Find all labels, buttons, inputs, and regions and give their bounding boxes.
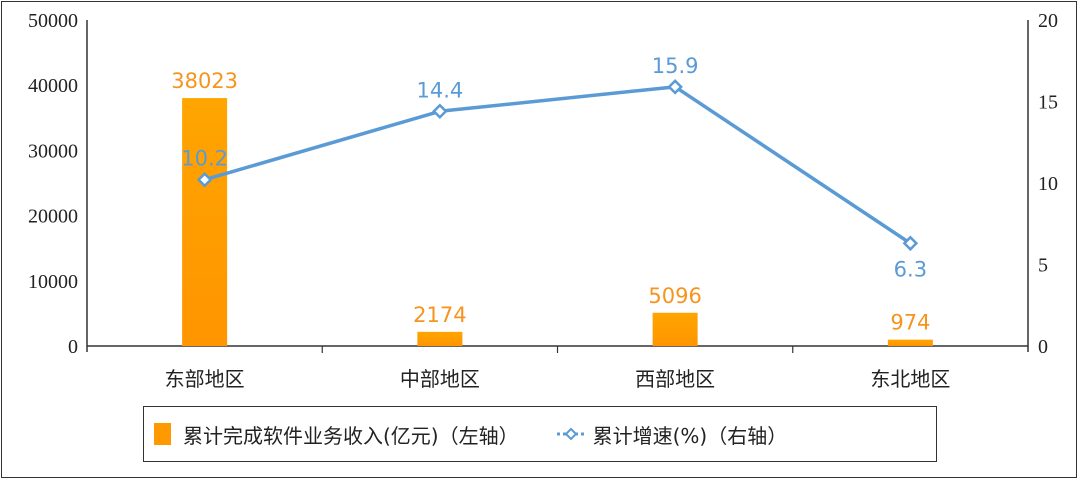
bar-1 (417, 331, 463, 346)
legend-label-revenue: 累计完成软件业务收入(亿元)（左轴） (183, 423, 519, 448)
bar-swatch-icon (154, 423, 171, 445)
right-axis-tick-label: 15 (1038, 92, 1058, 114)
line-value-label: 6.3 (894, 257, 927, 281)
right-axis-tick-label: 10 (1038, 173, 1058, 195)
left-axis-tick-label: 50000 (28, 10, 78, 32)
left-axis-tick-label: 30000 (28, 140, 78, 162)
left-axis-tick-label: 20000 (28, 206, 78, 228)
category-label: 东部地区 (165, 367, 245, 391)
diamond-marker-icon (196, 171, 213, 188)
growth-line (204, 85, 912, 245)
legend-label-growth: 累计增速(%)（右轴） (592, 423, 788, 448)
left-axis-tick-label: 0 (68, 336, 78, 358)
line-diamond-marker-icon (556, 427, 585, 441)
category-label: 东北地区 (870, 367, 950, 391)
bar-value-label: 2174 (413, 303, 466, 327)
category-label: 中部地区 (400, 367, 480, 391)
legend-item-growth: 累计增速(%)（右轴） (519, 420, 788, 449)
right-axis-tick-label: 20 (1038, 10, 1058, 32)
bar-3 (887, 339, 933, 346)
diamond-marker-icon (432, 103, 448, 120)
bar-2 (652, 312, 698, 346)
bar-value-label: 5096 (648, 284, 701, 308)
diamond-marker-icon (667, 79, 683, 95)
bar-value-label: 38023 (171, 69, 238, 93)
legend: 累计完成软件业务收入(亿元)（左轴） 累计增速(%)（右轴） (143, 406, 937, 462)
line-value-label: 15.9 (652, 54, 699, 78)
diamond-marker-icon (902, 235, 919, 252)
line-value-label: 10.2 (181, 147, 228, 171)
bar-0 (182, 98, 228, 346)
line-value-label: 14.4 (416, 78, 463, 102)
category-label: 西部地区 (635, 367, 715, 391)
left-axis-tick-label: 40000 (28, 75, 78, 97)
left-axis-tick-label: 10000 (28, 271, 78, 293)
legend-item-revenue: 累计完成软件业务收入(亿元)（左轴） (144, 420, 519, 449)
right-axis-tick-label: 5 (1038, 255, 1048, 277)
right-axis-tick-label: 0 (1038, 336, 1048, 358)
bar-value-label: 974 (890, 311, 930, 335)
